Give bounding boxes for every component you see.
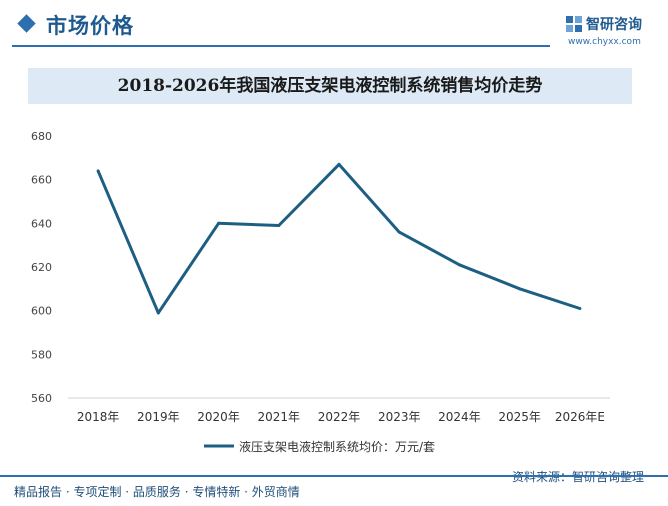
- y-tick-label: 600: [31, 305, 52, 318]
- data-point: [337, 162, 341, 166]
- series-line: [96, 162, 581, 315]
- brand-logo-icon: [566, 16, 582, 32]
- section-title: 市场价格: [46, 14, 134, 38]
- data-point: [96, 169, 100, 173]
- x-tick-label: 2021年: [258, 410, 301, 424]
- line-chart: 560 580 600 620 640 660 680 2018年 2019年 2020年 202…: [31, 130, 610, 454]
- legend: 液压支架电液控制系统均价：万元/套: [204, 439, 435, 454]
- chart-title-bar: 2018-2026年我国液压支架电液控制系统销售均价走势: [28, 68, 632, 104]
- x-tick-label: 2022年: [318, 410, 361, 424]
- y-tick-label: 640: [31, 217, 52, 230]
- brand-url: www.chyxx.com: [568, 37, 641, 47]
- data-point: [518, 287, 522, 291]
- data-point: [457, 263, 461, 267]
- x-tick-label: 2020年: [197, 410, 240, 424]
- x-tick-label: 2019年: [137, 410, 180, 424]
- data-point: [277, 224, 281, 228]
- y-tick-label: 660: [31, 174, 52, 187]
- y-tick-label: 580: [31, 348, 52, 361]
- data-point: [578, 306, 582, 310]
- y-tick-label: 680: [31, 130, 52, 143]
- data-point: [217, 221, 221, 225]
- footer-divider: [0, 475, 668, 477]
- data-point: [397, 230, 401, 234]
- y-tick-label: 620: [31, 261, 52, 274]
- header: 市场价格 智研咨询 www.chyxx.com: [0, 0, 668, 56]
- data-point: [156, 311, 160, 315]
- brand-name: 智研咨询: [586, 17, 642, 33]
- legend-label: 液压支架电液控制系统均价：万元/套: [239, 439, 435, 454]
- x-tick-label: 2023年: [378, 410, 421, 424]
- y-axis: 560 580 600 620 640 660 680: [31, 130, 52, 405]
- x-axis: 2018年 2019年 2020年 2021年 2022年 2023年 2024年 2025年…: [68, 397, 610, 424]
- source-note: 资料来源：智研咨询整理: [511, 470, 644, 484]
- footer-services: 精品报告 · 专项定制 · 品质服务 · 专情特新 · 外贸商情: [14, 485, 300, 499]
- x-tick-label: 2026年E: [555, 410, 605, 424]
- y-tick-label: 560: [31, 392, 52, 405]
- x-tick-label: 2025年: [498, 410, 541, 424]
- chart-title: 2018-2026年我国液压支架电液控制系统销售均价走势: [117, 76, 543, 96]
- x-tick-label: 2024年: [438, 410, 481, 424]
- header-divider: [12, 45, 550, 47]
- x-tick-label: 2018年: [77, 410, 120, 424]
